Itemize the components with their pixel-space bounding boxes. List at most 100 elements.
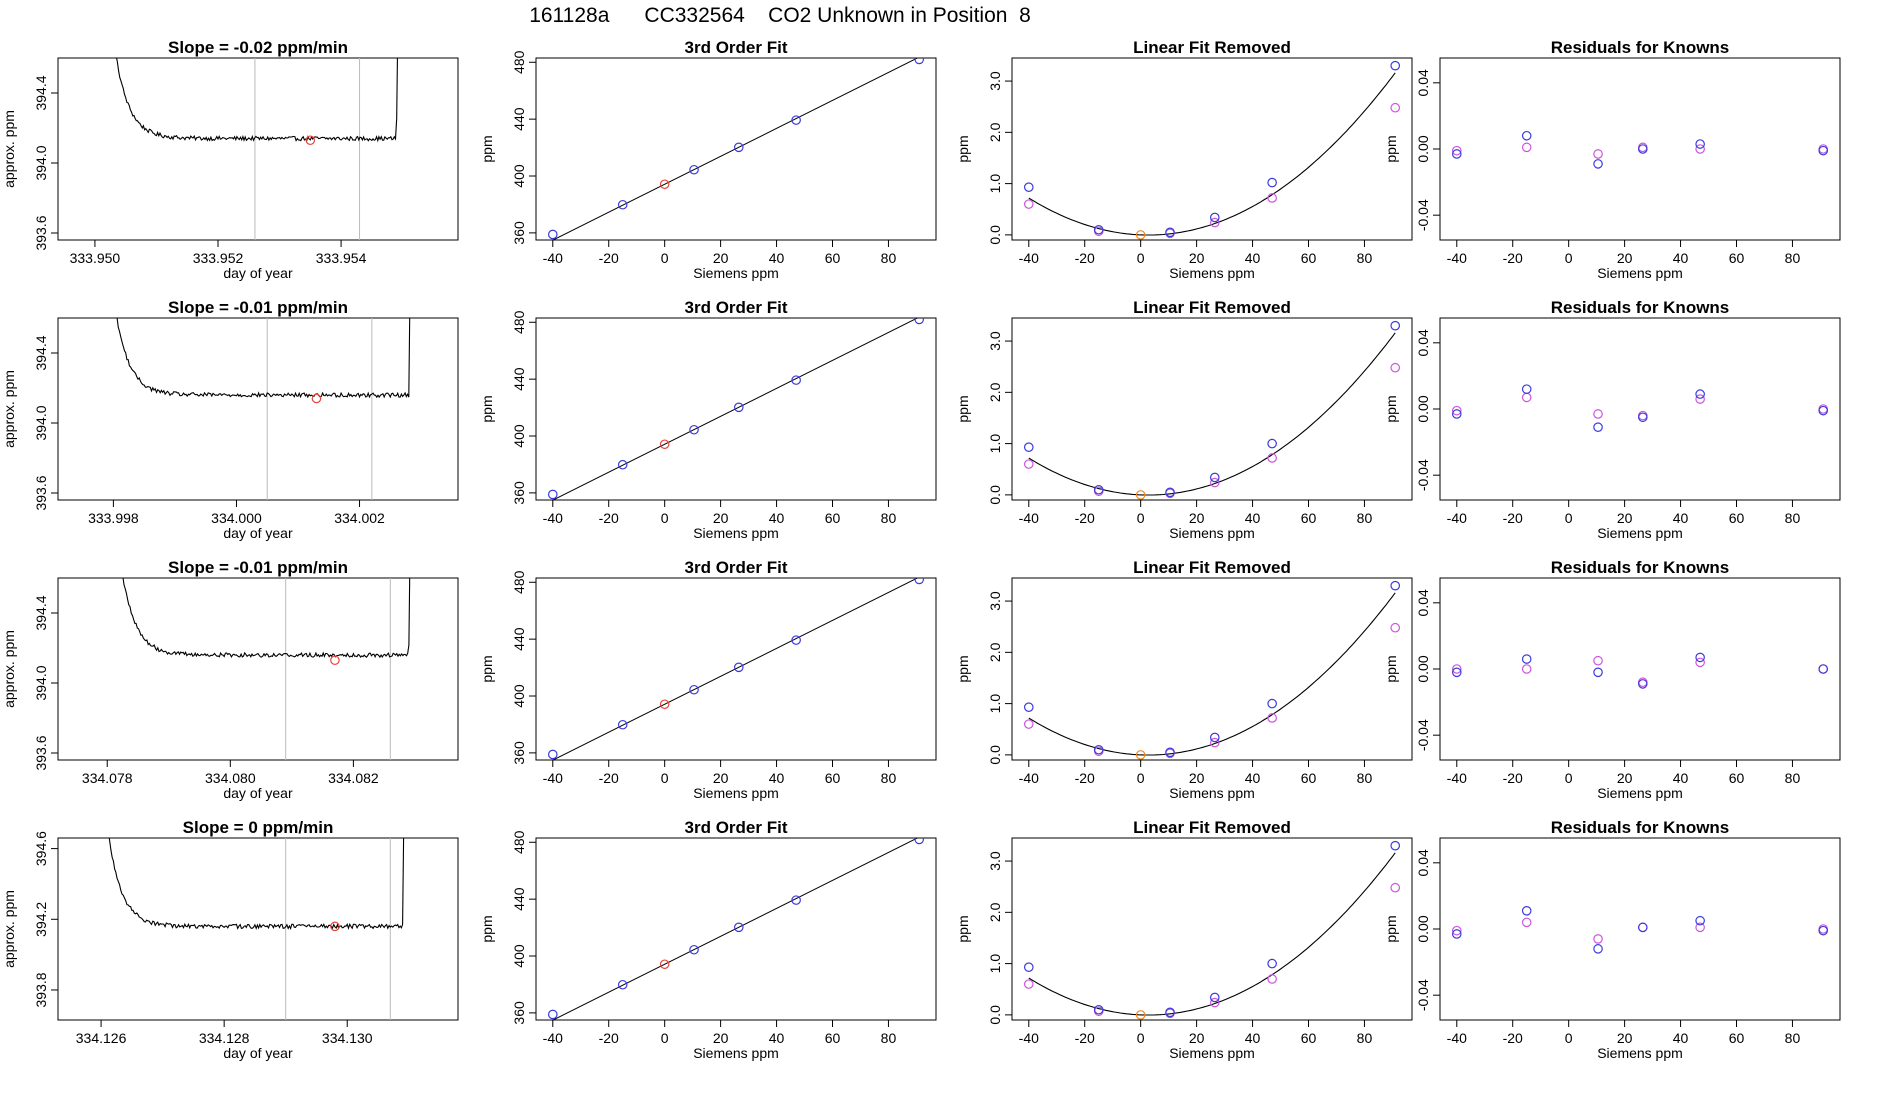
- x-tick-label: 60: [1301, 1030, 1317, 1046]
- plot-frame: [1011, 577, 1413, 761]
- known-standard-point: [1209, 732, 1220, 743]
- y-tick-label: 400: [511, 424, 527, 448]
- y-tick-label: 3.0: [987, 71, 1003, 91]
- x-tick-label: -20: [1503, 510, 1523, 526]
- x-tick-label: 40: [1673, 510, 1689, 526]
- x-tick-label: 60: [825, 510, 841, 526]
- plot-area: [122, 578, 411, 760]
- x-tick-label: 80: [1357, 1030, 1373, 1046]
- alt-residual-point: [1521, 392, 1532, 403]
- x-tick-label: 80: [881, 510, 897, 526]
- x-tick-label: 334.000: [211, 510, 262, 526]
- y-tick-label: 440: [511, 107, 527, 131]
- known-residual-point: [1593, 422, 1603, 432]
- y-tick-label: 394.0: [33, 145, 49, 180]
- known-standard-point: [1267, 698, 1277, 709]
- known-standard-point: [689, 684, 699, 695]
- x-tick-label: 333.952: [193, 250, 244, 266]
- x-tick-label: -20: [1503, 250, 1523, 266]
- known-residual-point: [1695, 389, 1705, 399]
- x-tick-label: -20: [599, 770, 619, 786]
- alt-standard-point: [1023, 199, 1034, 209]
- known-standard-point: [689, 944, 699, 955]
- fit-curve: [552, 58, 919, 240]
- residual-fit-curve: [1028, 592, 1396, 756]
- panel-title: Linear Fit Removed: [1133, 38, 1291, 57]
- y-axis-label: approx. ppm: [1, 630, 17, 708]
- x-axis-label: Siemens ppm: [1169, 525, 1255, 541]
- x-tick-label: 40: [1673, 250, 1689, 266]
- x-tick-label: 0: [1565, 510, 1573, 526]
- plot-frame: [1011, 57, 1413, 241]
- x-axis-label: Siemens ppm: [1597, 1045, 1683, 1061]
- y-tick-label: 1.0: [987, 434, 1003, 454]
- known-standard-point: [791, 375, 801, 385]
- known-residual-point: [1521, 654, 1532, 664]
- plot-area: [1023, 60, 1401, 240]
- panel-title: 3rd Order Fit: [685, 38, 788, 57]
- plot-area: [1451, 130, 1829, 169]
- plot-area: [116, 318, 411, 500]
- x-tick-label: 20: [1189, 1030, 1205, 1046]
- y-tick-label: 480: [511, 830, 527, 854]
- y-axis-label: approx. ppm: [1, 110, 17, 188]
- plot-frame: [535, 317, 937, 501]
- x-tick-label: 0: [1565, 770, 1573, 786]
- alt-residual-point: [1593, 149, 1603, 159]
- panel-trace-row3: Slope = -0.01 ppm/min 334.078 334.080 334.0…: [1, 558, 459, 801]
- y-tick-label: 3.0: [987, 591, 1003, 611]
- alt-residual-point: [1695, 394, 1705, 404]
- known-residual-point: [1451, 409, 1462, 419]
- x-tick-label: 60: [825, 1030, 841, 1046]
- known-standard-point: [689, 424, 699, 435]
- x-tick-label: 0: [1565, 250, 1573, 266]
- y-tick-label: 0.00: [1415, 395, 1431, 422]
- known-residual-point: [1593, 667, 1603, 678]
- x-tick-label: -40: [543, 770, 563, 786]
- panel-title: Slope = -0.02 ppm/min: [168, 38, 348, 57]
- panel-title: 3rd Order Fit: [685, 558, 788, 577]
- known-standard-point: [1093, 744, 1104, 755]
- panel-linear_removed-row1: Linear Fit Removed -40 -20 0 20 40 60 80 0.0 1.0 2…: [955, 38, 1413, 281]
- alt-standard-point: [1209, 997, 1220, 1008]
- known-standard-point: [791, 895, 801, 905]
- fit-curve: [552, 838, 919, 1020]
- y-tick-label: 3.0: [987, 851, 1003, 871]
- known-standard-point: [617, 979, 628, 990]
- y-axis-label: ppm: [479, 395, 495, 422]
- known-residual-point: [1521, 905, 1532, 916]
- y-tick-label: 360: [511, 481, 527, 505]
- y-axis-label: ppm: [479, 655, 495, 682]
- x-tick-label: 334.080: [205, 770, 256, 786]
- plot-area: [1023, 320, 1401, 500]
- plot-frame: [1439, 57, 1841, 241]
- plot-area: [1451, 652, 1829, 689]
- y-axis-label: ppm: [955, 395, 971, 422]
- x-axis-label: Siemens ppm: [693, 265, 779, 281]
- alt-standard-point: [1023, 459, 1034, 469]
- y-tick-label: 400: [511, 164, 527, 188]
- x-tick-label: 0: [661, 510, 669, 526]
- known-standard-point: [1209, 212, 1220, 223]
- y-tick-label: -0.04: [1415, 719, 1431, 751]
- y-tick-label: 440: [511, 367, 527, 391]
- x-tick-label: 40: [1673, 770, 1689, 786]
- x-tick-label: 40: [1245, 1030, 1261, 1046]
- unknown-sample-point: [330, 921, 340, 932]
- alt-standard-point: [1390, 362, 1401, 373]
- y-tick-label: 0.04: [1415, 589, 1431, 616]
- y-axis-label: ppm: [955, 135, 971, 162]
- panel-residuals-row3: Residuals for Knowns -40 -20 0 20 40 60 80 -0.04…: [1383, 558, 1841, 801]
- x-tick-label: 80: [881, 1030, 897, 1046]
- plot-area: [547, 318, 925, 500]
- alt-standard-point: [1267, 974, 1277, 984]
- known-standard-point: [914, 578, 925, 585]
- y-axis-label: ppm: [1383, 915, 1399, 942]
- plot-area: [108, 838, 405, 1020]
- known-residual-point: [1451, 149, 1462, 159]
- alt-standard-point: [1209, 737, 1220, 748]
- y-tick-label: 400: [511, 684, 527, 708]
- y-axis-label: ppm: [955, 915, 971, 942]
- alt-residual-point: [1451, 664, 1462, 674]
- known-residual-point: [1521, 130, 1532, 141]
